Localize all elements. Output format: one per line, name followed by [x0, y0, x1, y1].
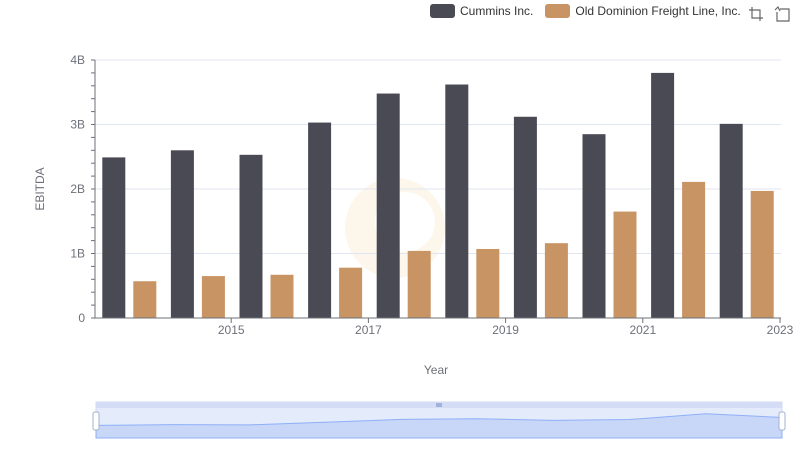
y-tick-label: 0 — [78, 311, 85, 325]
bar-old-dominion-2016[interactable] — [270, 274, 294, 318]
slider-preview-area — [95, 413, 783, 439]
bar-cummins-2018[interactable] — [376, 93, 400, 318]
bar-cummins-2020[interactable] — [513, 116, 537, 318]
legend-item-old-dominion[interactable]: Old Dominion Freight Line, Inc. — [545, 4, 741, 18]
legend: Cummins Inc. Old Dominion Freight Line, … — [430, 4, 753, 18]
bar-old-dominion-2020[interactable] — [544, 243, 568, 318]
legend-swatch-old-dominion — [545, 4, 571, 18]
slider-handle-right[interactable] — [778, 411, 786, 431]
x-tick-label: 2017 — [355, 323, 382, 337]
bar-old-dominion-2015[interactable] — [201, 276, 225, 318]
bar-old-dominion-2021[interactable] — [613, 211, 637, 318]
bar-cummins-2023[interactable] — [719, 123, 743, 318]
bars — [102, 72, 774, 319]
bar-cummins-2021[interactable] — [582, 134, 606, 318]
x-tick-label: 2019 — [492, 323, 519, 337]
y-axis-title: EBITDA — [33, 167, 47, 210]
legend-label-cummins: Cummins Inc. — [460, 4, 534, 18]
x-tick-label: 2023 — [767, 323, 794, 337]
bar-cummins-2019[interactable] — [445, 84, 469, 318]
x-tick-label: 2021 — [629, 323, 656, 337]
y-tick-label: 3B — [70, 118, 85, 132]
legend-swatch-cummins — [430, 4, 455, 18]
x-axis: 2015 2017 2019 2021 2023 — [95, 317, 794, 337]
bar-old-dominion-2022[interactable] — [682, 181, 706, 318]
legend-label-old-dominion: Old Dominion Freight Line, Inc. — [575, 4, 741, 18]
slider-grip-icon — [436, 403, 442, 407]
bar-cummins-2016[interactable] — [239, 154, 263, 318]
bar-cummins-2015[interactable] — [170, 150, 194, 318]
bar-old-dominion-2018[interactable] — [407, 250, 431, 318]
data-zoom-slider[interactable] — [92, 401, 786, 439]
y-tick-label: 4B — [70, 53, 85, 67]
bar-old-dominion-2019[interactable] — [476, 248, 500, 318]
y-tick-label: 1B — [70, 247, 85, 261]
bar-cummins-2022[interactable] — [651, 72, 675, 319]
bar-cummins-2017[interactable] — [308, 122, 332, 318]
zoom-icon[interactable] — [748, 6, 764, 22]
y-axis-labels: 0 1B 2B 3B 4B — [70, 53, 96, 325]
x-tick-label: 2015 — [218, 323, 245, 337]
slider-handle-left[interactable] — [92, 411, 100, 431]
bar-old-dominion-2014[interactable] — [133, 281, 157, 318]
bar-old-dominion-2023[interactable] — [750, 190, 774, 318]
legend-item-cummins[interactable]: Cummins Inc. — [430, 4, 533, 18]
bar-cummins-2014[interactable] — [102, 157, 126, 318]
restore-icon[interactable] — [774, 6, 790, 22]
x-axis-title: Year — [424, 363, 448, 377]
bar-old-dominion-2017[interactable] — [339, 267, 363, 318]
y-tick-label: 2B — [70, 182, 85, 196]
